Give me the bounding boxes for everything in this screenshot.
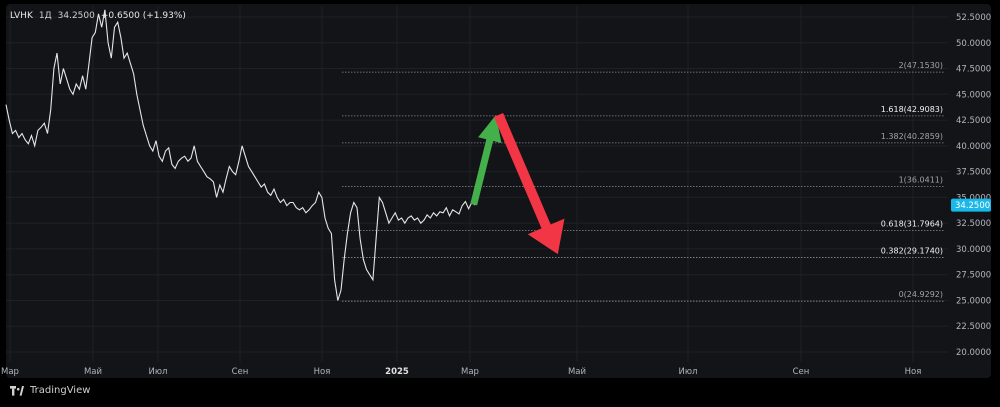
- y-tick-label: 22.5000: [956, 322, 991, 332]
- y-tick-label: 27.5000: [956, 271, 991, 281]
- x-tick-label: 2025: [385, 367, 409, 377]
- y-tick-label: 50.0000: [956, 39, 991, 49]
- fib-level-label: 2(47.1530): [899, 61, 943, 70]
- fib-levels: 2(47.1530) 1.618(42.9083) 1.382(40.2859) 1(…: [342, 61, 945, 302]
- y-tick-label: 52.5000: [956, 13, 991, 23]
- price-line: [5, 9, 476, 301]
- x-tick-label: Сен: [232, 367, 249, 377]
- last-price-tag: 34.2500: [951, 198, 991, 212]
- x-tick-label: Мар: [1, 367, 19, 377]
- y-tick-label: 35.0000: [956, 193, 991, 203]
- plot-background: [6, 4, 991, 378]
- y-tick-label: 40.0000: [956, 142, 991, 152]
- y-tick-label: 30.0000: [956, 245, 991, 255]
- x-tick-label: Май: [568, 367, 586, 377]
- tradingview-logo-icon: [10, 385, 24, 396]
- y-tick-label: 37.5000: [956, 168, 991, 178]
- fib-level-label: 0.382(29.1740): [881, 246, 943, 255]
- price-change: +0.6500 (+1.93%): [100, 11, 186, 21]
- brand-name: TradingView: [30, 385, 91, 396]
- interval-label: 1Д: [38, 11, 52, 21]
- x-tick-label: Сен: [793, 367, 810, 377]
- tradingview-branding: TradingView: [10, 385, 90, 396]
- fib-level-label: 1(36.0411): [899, 176, 943, 185]
- fib-level-label: 0(24.9292): [899, 290, 943, 299]
- y-tick-label: 42.5000: [956, 116, 991, 126]
- y-tick-label: 32.5000: [956, 219, 991, 229]
- y-tick-label: 25.0000: [956, 296, 991, 306]
- y-tick-label: 20.0000: [956, 348, 991, 358]
- x-axis: Мар Май Июл Сен Ноя 2025 Мар Май Июл Сен Ноя: [1, 367, 921, 377]
- fib-level-label: 1.382(40.2859): [881, 132, 943, 141]
- last-price-tag-label: 34.2500: [955, 201, 990, 211]
- grid-layer: [6, 6, 948, 362]
- y-tick-label: 47.5000: [956, 65, 991, 75]
- last-price: 34.2500: [57, 11, 95, 21]
- symbol-name: LVHK: [10, 11, 33, 21]
- x-tick-label: Июл: [149, 367, 168, 377]
- arrow-down-annotation: [493, 113, 565, 255]
- x-tick-label: Ноя: [314, 367, 331, 377]
- x-tick-label: Июл: [679, 367, 698, 377]
- arrow-annotations: [470, 113, 565, 255]
- fib-level-label: 0.618(31.7964): [881, 219, 943, 228]
- x-tick-label: Мар: [461, 367, 479, 377]
- y-tick-label: 45.0000: [956, 90, 991, 100]
- symbol-header: LVHK 1Д 34.2500 +0.6500 (+1.93%): [10, 11, 186, 21]
- fib-level-label: 1.618(42.9083): [881, 105, 943, 114]
- y-axis: 52.5000 50.0000 47.5000 45.0000 42.5000 40.00…: [956, 13, 991, 358]
- arrow-up-annotation: [470, 114, 502, 206]
- last-price-tag-bg: [951, 198, 991, 212]
- x-tick-label: Май: [84, 367, 102, 377]
- x-tick-label: Ноя: [905, 367, 922, 377]
